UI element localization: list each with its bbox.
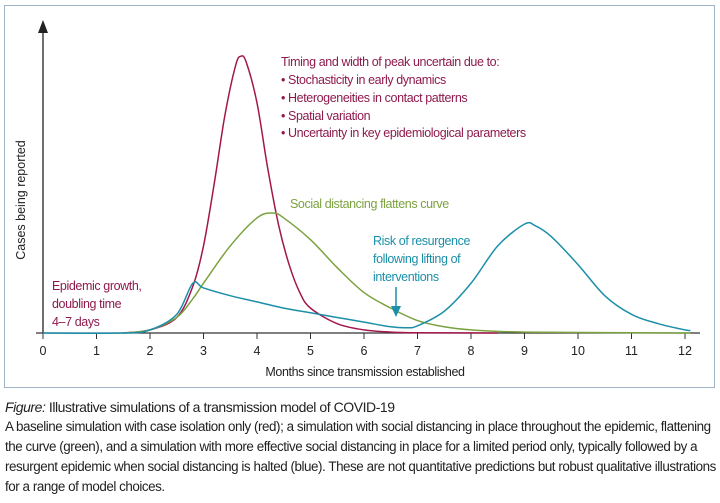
- growth-label: 4–7 days: [52, 315, 100, 329]
- x-tick-label: 8: [468, 344, 475, 358]
- x-tick-label: 12: [678, 344, 692, 358]
- caption-label: Figure:: [5, 399, 46, 415]
- uncertainty-item: • Uncertainty in key epidemiological par…: [281, 126, 526, 140]
- x-tick-label: 3: [200, 344, 207, 358]
- series-line-blue: [42, 221, 691, 334]
- y-axis-arrow-icon: [38, 20, 48, 33]
- arrow-down-icon: [391, 306, 401, 317]
- x-tick-label: 0: [40, 344, 47, 358]
- y-axis-label: Cases being reported: [14, 140, 28, 260]
- x-tick-label: 11: [625, 344, 638, 358]
- x-tick-label: 2: [147, 344, 154, 358]
- uncertainty-item: • Stochasticity in early dynamics: [281, 73, 446, 87]
- x-tick-label: 6: [361, 344, 368, 358]
- uncertainty-item: • Heterogeneities in contact patterns: [281, 91, 467, 105]
- x-tick-label: 7: [414, 344, 421, 358]
- growth-label: Epidemic growth,: [52, 279, 141, 293]
- caption-title-text: Illustrative simulations of a transmissi…: [45, 399, 395, 415]
- caption-title: Figure: Illustrative simulations of a tr…: [5, 397, 717, 417]
- series-line-red: [123, 55, 498, 334]
- figure-frame: [4, 5, 715, 388]
- figure-caption: Figure: Illustrative simulations of a tr…: [5, 397, 717, 497]
- series-line-green: [123, 212, 691, 334]
- x-tick-label: 10: [571, 344, 585, 358]
- x-tick-label: 5: [307, 344, 314, 358]
- growth-label: doubling time: [52, 297, 122, 311]
- resurgence-label: following lifting of: [373, 252, 461, 266]
- x-axis-label: Months since transmission established: [265, 365, 465, 379]
- x-tick-label: 4: [254, 344, 261, 358]
- uncertainty-item: • Spatial variation: [281, 109, 371, 123]
- x-tick-label: 9: [521, 344, 528, 358]
- chart: 0 1 2 3 4 5 6 7 8 9 10 11 12 Cases being reported Mo…: [14, 20, 700, 379]
- resurgence-label: interventions: [373, 270, 439, 284]
- resurgence-label: Risk of resurgence: [373, 234, 470, 248]
- x-tick-label: 1: [93, 344, 100, 358]
- flatten-label: Social distancing flattens curve: [290, 197, 449, 211]
- caption-text: A baseline simulation with case isolatio…: [5, 419, 716, 494]
- uncertainty-title: Timing and width of peak uncertain due t…: [281, 55, 499, 69]
